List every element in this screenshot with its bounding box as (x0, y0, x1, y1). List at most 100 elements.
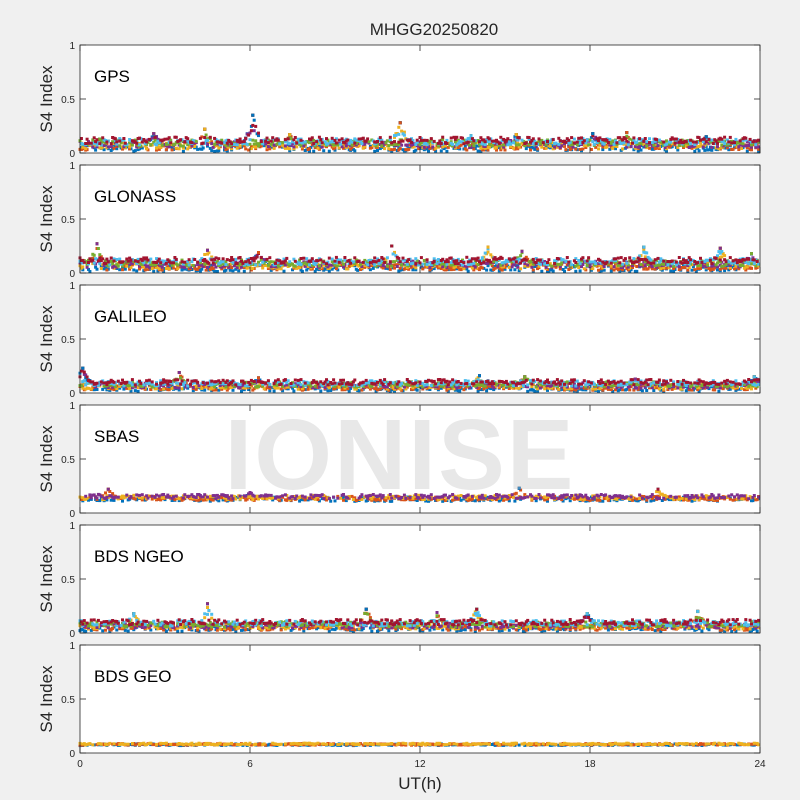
data-point (359, 139, 362, 143)
data-point (425, 263, 429, 266)
data-point (455, 259, 459, 263)
data-point (591, 134, 595, 138)
data-point (387, 147, 391, 151)
data-point (391, 385, 395, 389)
data-point (666, 263, 670, 267)
data-point (618, 388, 622, 392)
data-point (283, 140, 287, 144)
data-point (622, 141, 626, 145)
data-point (547, 386, 551, 390)
data-point (225, 141, 229, 145)
data-point (441, 145, 445, 149)
data-point (295, 266, 299, 270)
data-point (371, 259, 375, 263)
data-point (462, 388, 466, 392)
data-point (721, 264, 725, 268)
data-point (427, 145, 430, 149)
data-point (710, 145, 714, 149)
data-point (475, 258, 479, 262)
data-point (669, 137, 673, 141)
data-point (398, 268, 402, 272)
data-point (235, 143, 239, 147)
data-point (666, 382, 670, 386)
data-point (523, 144, 527, 148)
data-point (632, 136, 636, 140)
data-point (745, 140, 749, 144)
data-point (164, 267, 168, 270)
data-point (145, 256, 149, 260)
data-point (330, 257, 334, 261)
data-point (203, 388, 207, 392)
data-point (268, 386, 272, 390)
data-point (563, 269, 566, 273)
data-point (728, 387, 732, 391)
data-point (129, 258, 133, 262)
data-point (373, 263, 377, 267)
data-point (636, 256, 640, 260)
data-point (642, 248, 646, 252)
data-point (237, 269, 241, 273)
data-point (598, 387, 602, 391)
data-point (612, 268, 616, 272)
data-point (198, 136, 202, 140)
data-point (235, 266, 239, 270)
data-point (121, 268, 124, 272)
data-point (462, 261, 466, 265)
data-point (176, 267, 180, 271)
data-point (249, 145, 253, 149)
data-point (385, 139, 389, 143)
data-point (465, 265, 469, 269)
data-point (95, 145, 99, 149)
data-point (635, 269, 639, 273)
data-point (228, 268, 232, 272)
data-point (320, 141, 324, 145)
data-point (453, 140, 457, 144)
data-point (558, 265, 562, 269)
data-point (393, 135, 396, 139)
data-point (376, 140, 379, 143)
data-point (448, 266, 452, 270)
data-point (513, 135, 517, 139)
data-point (425, 264, 429, 268)
data-point (374, 260, 378, 264)
data-point (445, 262, 449, 266)
data-point (476, 256, 480, 260)
data-point (544, 146, 548, 150)
data-point (690, 388, 694, 392)
data-point (517, 269, 521, 273)
data-point (674, 137, 678, 141)
data-point (112, 259, 116, 263)
data-point (98, 253, 102, 257)
data-point (190, 260, 194, 264)
data-point (699, 256, 702, 260)
data-point (419, 138, 423, 142)
data-point (570, 387, 574, 390)
data-point (119, 262, 123, 266)
data-point (531, 257, 535, 261)
data-point (465, 267, 469, 271)
y-axis-label: S4 Index (37, 185, 56, 253)
data-point (609, 141, 613, 145)
data-point (581, 388, 585, 392)
data-point (530, 385, 534, 389)
data-point (384, 141, 388, 145)
data-point (160, 143, 164, 147)
data-point (478, 386, 481, 390)
data-point (716, 261, 719, 265)
data-point (118, 384, 122, 388)
data-point (432, 267, 436, 271)
data-point (567, 260, 571, 264)
data-point (449, 261, 453, 265)
data-point (727, 140, 731, 144)
data-point (281, 389, 285, 393)
data-point (361, 146, 365, 150)
data-point (676, 386, 680, 390)
data-point (327, 386, 331, 390)
data-point (707, 267, 711, 270)
data-point (621, 262, 625, 266)
data-point (580, 259, 583, 263)
data-point (425, 147, 429, 151)
data-point (710, 138, 714, 142)
data-point (730, 141, 734, 145)
data-point (292, 389, 296, 393)
